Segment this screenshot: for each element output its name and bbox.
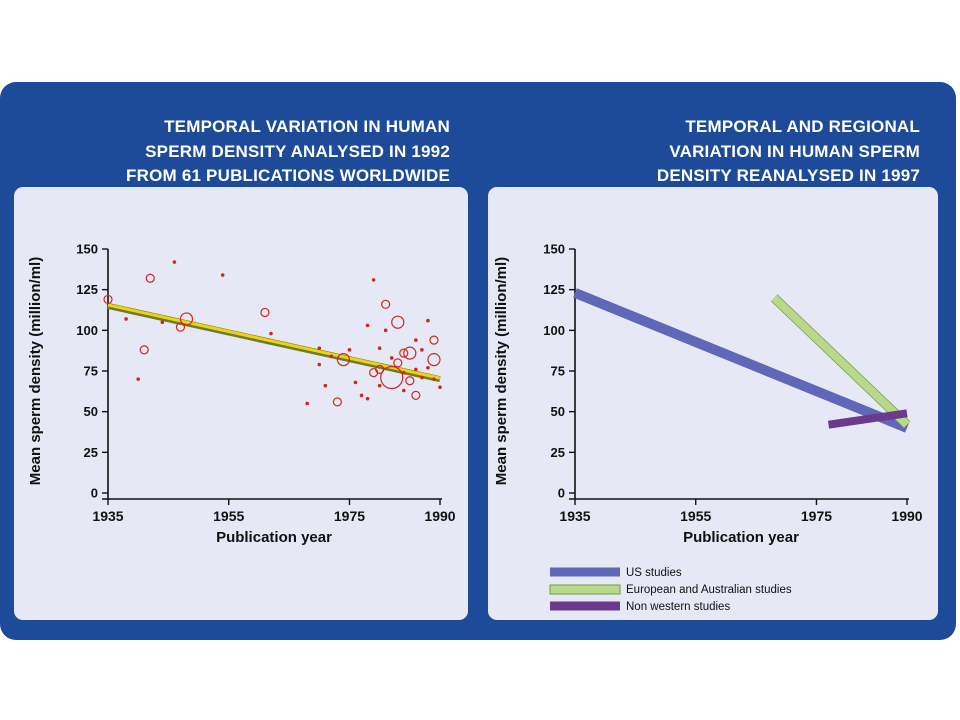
left-y-tick-label: 25 xyxy=(84,445,98,460)
right-y-tick-label: 50 xyxy=(551,404,565,419)
data-point xyxy=(381,299,391,309)
data-point xyxy=(172,260,177,264)
data-point xyxy=(317,346,322,351)
data-point xyxy=(323,383,328,388)
left-chart-panel xyxy=(14,187,468,620)
data-point xyxy=(269,331,273,336)
data-point xyxy=(332,397,342,407)
data-point xyxy=(432,377,436,381)
legend-swatch-european xyxy=(549,584,621,595)
data-point xyxy=(429,335,439,345)
right-y-tick-label: 150 xyxy=(543,242,565,257)
data-point xyxy=(220,273,225,277)
right-chart-panel xyxy=(488,187,938,620)
data-point xyxy=(329,354,334,359)
trend-line xyxy=(107,303,441,380)
data-point xyxy=(426,318,430,323)
data-point xyxy=(427,353,441,367)
data-point xyxy=(160,320,165,325)
data-point xyxy=(359,393,364,398)
right-x-axis-label: Publication year xyxy=(683,529,799,546)
data-point xyxy=(353,380,358,385)
data-point xyxy=(401,370,406,375)
data-point xyxy=(145,273,155,283)
data-point xyxy=(365,323,370,328)
legend-swatch-non_western xyxy=(550,601,620,611)
data-point xyxy=(391,315,405,329)
legend-label-european: European and Australian studies xyxy=(626,584,792,596)
left-x-tick-label: 1935 xyxy=(92,508,123,524)
data-point xyxy=(139,345,149,355)
data-point xyxy=(175,322,186,332)
data-point xyxy=(103,294,113,305)
legend-label-non_western: Non western studies xyxy=(626,601,730,613)
data-point xyxy=(411,390,421,400)
data-point xyxy=(383,328,388,333)
left-y-tick-label: 150 xyxy=(76,242,98,257)
data-point xyxy=(124,317,128,321)
data-point xyxy=(365,396,370,401)
data-point xyxy=(136,377,140,381)
data-point xyxy=(377,346,382,351)
left-chart-title: TEMPORAL VARIATION IN HUMAN SPERM DENSIT… xyxy=(126,117,450,185)
data-point xyxy=(414,338,418,342)
data-point xyxy=(403,346,417,360)
left-x-tick-label: 1955 xyxy=(213,508,244,524)
series-line-european xyxy=(771,294,910,428)
data-point xyxy=(399,348,409,358)
right-y-tick-label: 0 xyxy=(558,486,565,501)
data-point xyxy=(389,356,394,360)
data-point xyxy=(317,362,322,367)
right-x-tick-label: 1990 xyxy=(891,508,922,524)
data-point xyxy=(347,348,352,352)
right-y-tick-label: 75 xyxy=(551,364,565,379)
data-point xyxy=(336,353,351,367)
left-y-tick-label: 50 xyxy=(84,404,98,419)
data-point xyxy=(401,388,406,393)
data-point xyxy=(393,358,403,368)
series-line-us xyxy=(573,288,909,433)
right-y-tick-label: 25 xyxy=(551,445,565,460)
data-point xyxy=(380,365,404,390)
right-y-tick-label: 100 xyxy=(543,323,565,338)
left-x-tick-label: 1990 xyxy=(424,508,455,524)
data-point xyxy=(420,375,424,380)
right-x-tick-label: 1955 xyxy=(680,508,711,524)
left-y-axis-label: Mean sperm density (million/ml) xyxy=(27,257,44,485)
right-y-tick-label: 125 xyxy=(543,282,565,297)
left-y-tick-label: 0 xyxy=(91,486,98,501)
data-point xyxy=(414,367,418,372)
data-point xyxy=(260,307,270,318)
left-y-tick-label: 100 xyxy=(76,323,98,338)
left-x-tick-label: 1975 xyxy=(334,508,365,524)
right-x-tick-label: 1935 xyxy=(559,508,590,524)
data-point xyxy=(420,348,424,352)
legend-label-us: US studies xyxy=(626,567,682,579)
data-point xyxy=(305,401,310,406)
data-point xyxy=(377,383,382,388)
data-point xyxy=(426,365,430,370)
data-point xyxy=(371,278,376,282)
data-point xyxy=(405,376,415,386)
left-x-axis-label: Publication year xyxy=(216,529,332,546)
right-chart-title: TEMPORAL AND REGIONAL VARIATION IN HUMAN… xyxy=(656,117,920,185)
legend-swatch-us xyxy=(550,567,620,577)
data-point xyxy=(179,312,194,326)
left-y-tick-label: 75 xyxy=(84,364,98,379)
left-y-tick-label: 125 xyxy=(76,282,98,297)
data-point xyxy=(438,385,442,390)
right-y-axis-label: Mean sperm density (million/ml) xyxy=(493,257,510,485)
series-line-non_western xyxy=(827,409,908,429)
right-x-tick-label: 1975 xyxy=(801,508,832,524)
